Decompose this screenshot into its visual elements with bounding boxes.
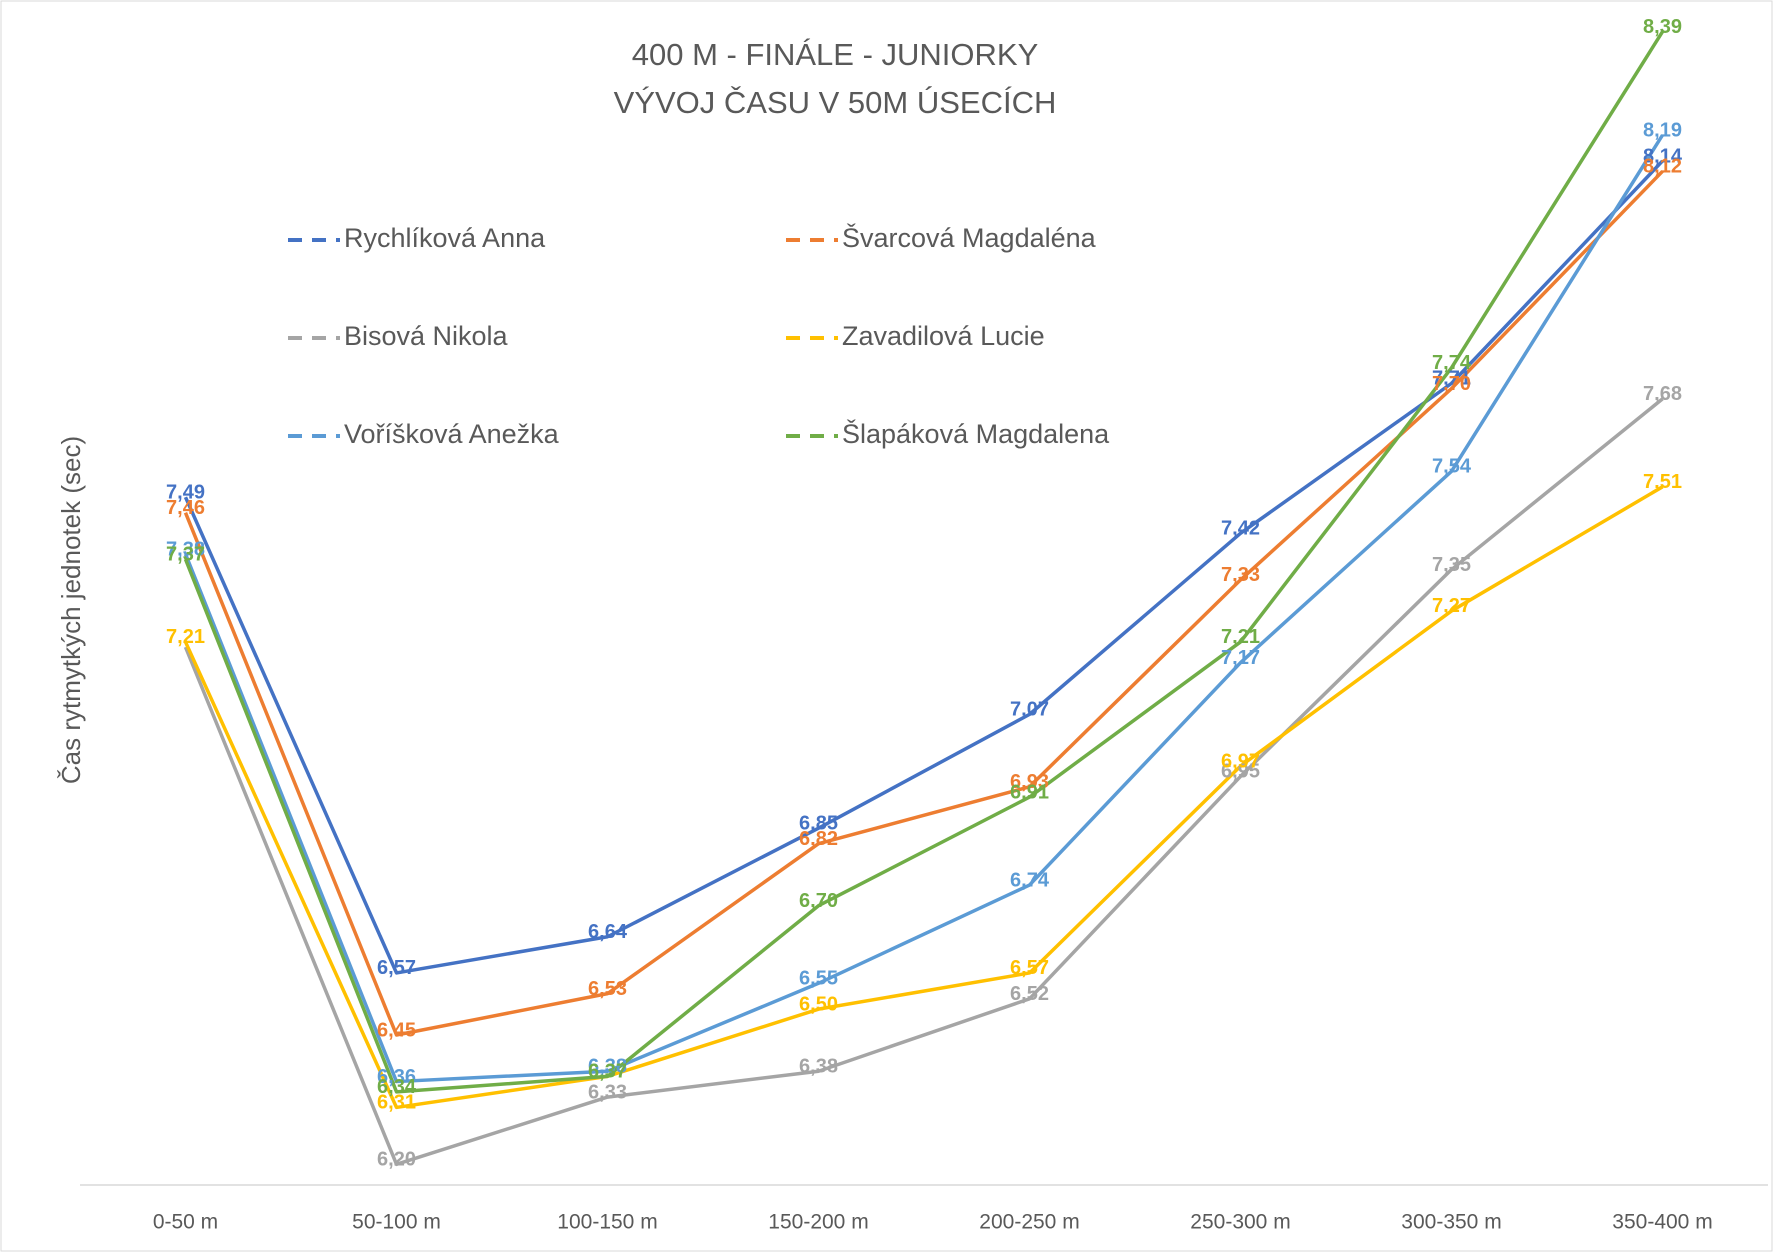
data-label: 7,33	[1221, 564, 1260, 586]
data-label: 6,85	[799, 812, 838, 834]
data-label: 7,46	[166, 497, 205, 519]
data-label: 6,33	[588, 1081, 627, 1103]
data-label: 6,74	[1010, 869, 1050, 891]
data-label: 6,45	[377, 1019, 416, 1041]
legend-label: Zavadilová Lucie	[842, 321, 1045, 351]
data-label: 8,14	[1643, 145, 1683, 167]
data-label: 7,07	[1010, 699, 1049, 721]
legend-label: Bisová Nikola	[344, 321, 509, 351]
x-tick-label: 50-100 m	[352, 1211, 441, 1234]
data-label: 6,34	[377, 1076, 417, 1098]
chart-title: 400 M - FINÁLE - JUNIORKY	[632, 37, 1039, 72]
data-label: 7,27	[1432, 595, 1471, 617]
data-label: 6,55	[799, 968, 838, 990]
data-label: 6,38	[588, 1056, 627, 1078]
data-label: 7,70	[1432, 373, 1471, 395]
data-label: 6,50	[799, 993, 838, 1015]
data-label: 6,64	[588, 921, 628, 943]
data-label: 6,53	[588, 978, 627, 1000]
data-label: 7,37	[166, 543, 205, 565]
x-tick-label: 300-350 m	[1401, 1211, 1501, 1234]
data-label: 6,37	[588, 1061, 627, 1083]
data-label: 7,17	[1221, 647, 1260, 669]
data-label: 6,57	[1010, 957, 1049, 979]
data-label: 6,91	[1010, 781, 1049, 803]
data-label: 6,52	[1010, 983, 1049, 1005]
data-label: 7,54	[1432, 456, 1472, 478]
series-line	[183, 30, 1664, 1094]
data-label: 7,51	[1643, 471, 1682, 493]
x-tick-label: 100-150 m	[557, 1211, 657, 1234]
series-line	[183, 397, 1664, 1167]
data-label: 7,21	[1221, 626, 1260, 648]
data-label: 6,20	[377, 1149, 416, 1171]
series-line	[183, 134, 1664, 1084]
x-tick-label: 350-400 m	[1612, 1211, 1712, 1234]
data-label: 8,12	[1643, 156, 1682, 178]
data-label: 7,71	[1432, 368, 1471, 390]
data-label: 7,49	[166, 481, 205, 503]
data-label: 7,68	[1643, 383, 1682, 405]
data-label: 6,38	[799, 1056, 838, 1078]
y-axis-label: Čas rytmytkých jednotek (sec)	[56, 436, 86, 784]
data-label: 6,36	[377, 1066, 416, 1088]
data-label: 6,70	[799, 890, 838, 912]
x-tick-label: 200-250 m	[979, 1211, 1079, 1234]
data-label: 6,95	[1221, 761, 1260, 783]
x-tick-label: 0-50 m	[153, 1211, 218, 1234]
data-label: 7,21	[166, 626, 205, 648]
data-label: 7,42	[1221, 518, 1260, 540]
data-label: 6,97	[1221, 750, 1260, 772]
series-line	[183, 170, 1664, 1037]
data-label: 6,57	[377, 957, 416, 979]
data-label: 6,31	[377, 1092, 416, 1114]
data-label: 6,93	[1010, 771, 1049, 793]
legend-label: Švarcová Magdaléna	[842, 222, 1097, 253]
data-label: 7,38	[166, 538, 205, 560]
data-label: 7,74	[1432, 352, 1472, 374]
series-line	[183, 485, 1664, 1110]
x-tick-label: 150-200 m	[768, 1211, 868, 1234]
legend-label: Voříšková Anežka	[344, 419, 560, 449]
data-label: 8,19	[1643, 119, 1682, 141]
data-label: 6,82	[799, 828, 838, 850]
x-tick-label: 250-300 m	[1190, 1211, 1290, 1234]
chart-subtitle: VÝVOJ ČASU V 50M ÚSECÍCH	[614, 85, 1057, 120]
legend-label: Šlapáková Magdalena	[842, 418, 1110, 449]
legend-label: Rychlíková Anna	[344, 223, 546, 253]
data-label: 8,39	[1643, 16, 1682, 38]
data-label: 7,35	[1432, 554, 1471, 576]
series-line	[183, 159, 1664, 975]
